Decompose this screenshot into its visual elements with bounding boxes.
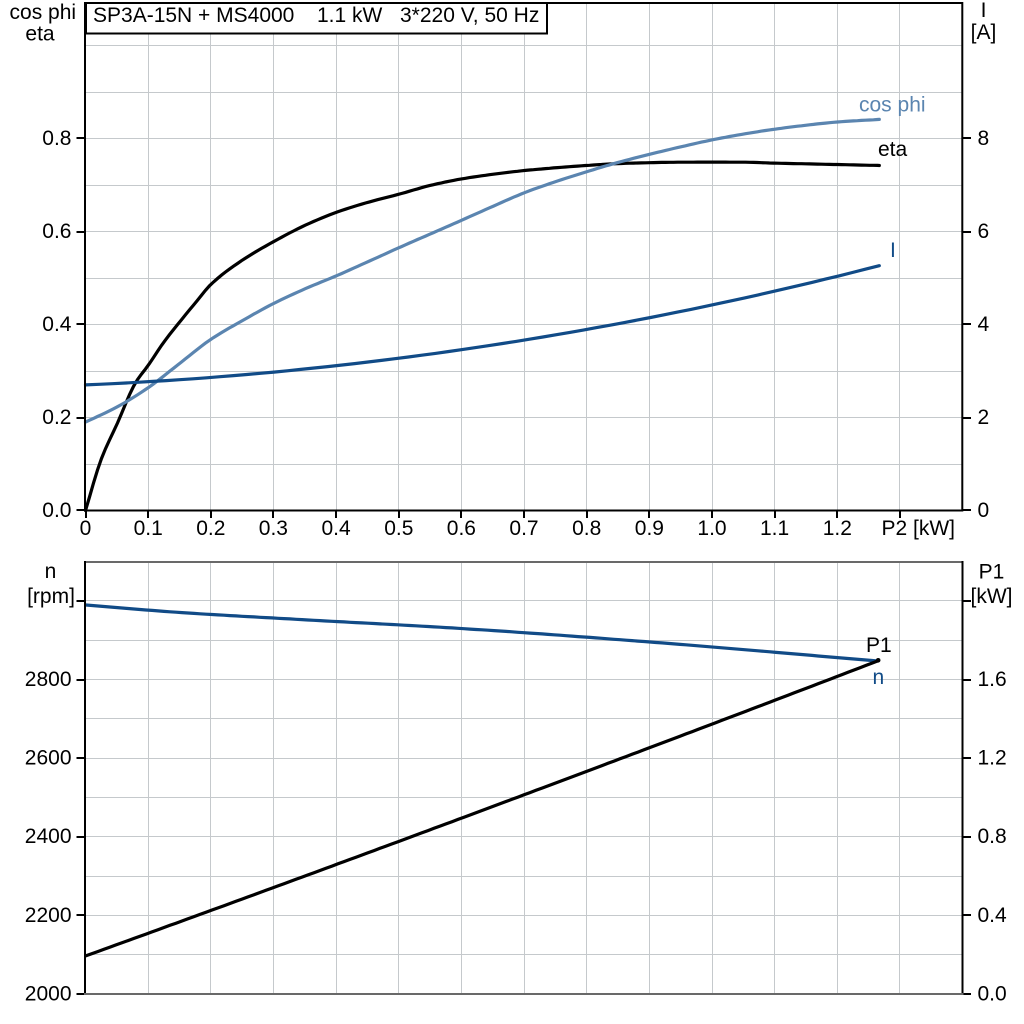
svg-text:0.6: 0.6 <box>447 517 476 540</box>
svg-text:0.8: 0.8 <box>42 127 71 150</box>
svg-text:3*220 V, 50 Hz: 3*220 V, 50 Hz <box>400 4 539 27</box>
svg-text:0.1: 0.1 <box>134 517 163 540</box>
svg-text:1.1: 1.1 <box>760 517 789 540</box>
svg-text:2000: 2000 <box>25 982 72 1005</box>
svg-text:1.2: 1.2 <box>978 747 1007 770</box>
svg-text:2200: 2200 <box>25 904 72 927</box>
svg-text:n: n <box>873 666 885 689</box>
svg-text:0.5: 0.5 <box>384 517 413 540</box>
svg-text:cos phi: cos phi <box>10 1 77 24</box>
svg-text:eta: eta <box>25 23 55 46</box>
svg-text:2800: 2800 <box>25 668 72 691</box>
svg-text:[A]: [A] <box>971 21 997 44</box>
svg-text:eta: eta <box>878 138 908 161</box>
svg-text:[kW]: [kW] <box>971 585 1013 608</box>
svg-text:2400: 2400 <box>25 825 72 848</box>
svg-text:P1: P1 <box>866 634 892 657</box>
svg-text:0.2: 0.2 <box>42 406 71 429</box>
svg-text:0.8: 0.8 <box>978 825 1007 848</box>
svg-text:2600: 2600 <box>25 747 72 770</box>
svg-text:2: 2 <box>978 406 990 429</box>
svg-text:P2 [kW]: P2 [kW] <box>882 517 956 540</box>
svg-text:0.4: 0.4 <box>321 517 351 540</box>
svg-text:0.6: 0.6 <box>42 220 71 243</box>
svg-text:0: 0 <box>80 517 92 540</box>
svg-text:0.0: 0.0 <box>978 982 1007 1005</box>
svg-text:P1: P1 <box>979 561 1005 584</box>
svg-text:SP3A-15N + MS4000: SP3A-15N + MS4000 <box>93 4 294 27</box>
svg-text:4: 4 <box>978 313 990 336</box>
svg-text:1.1 kW: 1.1 kW <box>317 4 383 27</box>
svg-text:0.3: 0.3 <box>259 517 288 540</box>
svg-text:[rpm]: [rpm] <box>27 585 75 608</box>
svg-text:0.0: 0.0 <box>42 499 71 522</box>
svg-text:cos phi: cos phi <box>859 94 926 117</box>
svg-text:I: I <box>890 239 896 262</box>
svg-text:0.9: 0.9 <box>635 517 664 540</box>
svg-text:I: I <box>981 0 987 22</box>
svg-text:0: 0 <box>978 499 990 522</box>
svg-text:0.4: 0.4 <box>42 313 72 336</box>
svg-text:1.6: 1.6 <box>978 668 1007 691</box>
svg-text:0.4: 0.4 <box>978 904 1008 927</box>
svg-text:0.7: 0.7 <box>509 517 538 540</box>
svg-text:1.0: 1.0 <box>697 517 726 540</box>
svg-text:1.2: 1.2 <box>823 517 852 540</box>
svg-text:0.8: 0.8 <box>572 517 601 540</box>
svg-text:0.2: 0.2 <box>196 517 225 540</box>
svg-text:8: 8 <box>978 127 990 150</box>
svg-text:n: n <box>45 560 57 583</box>
svg-text:6: 6 <box>978 220 990 243</box>
